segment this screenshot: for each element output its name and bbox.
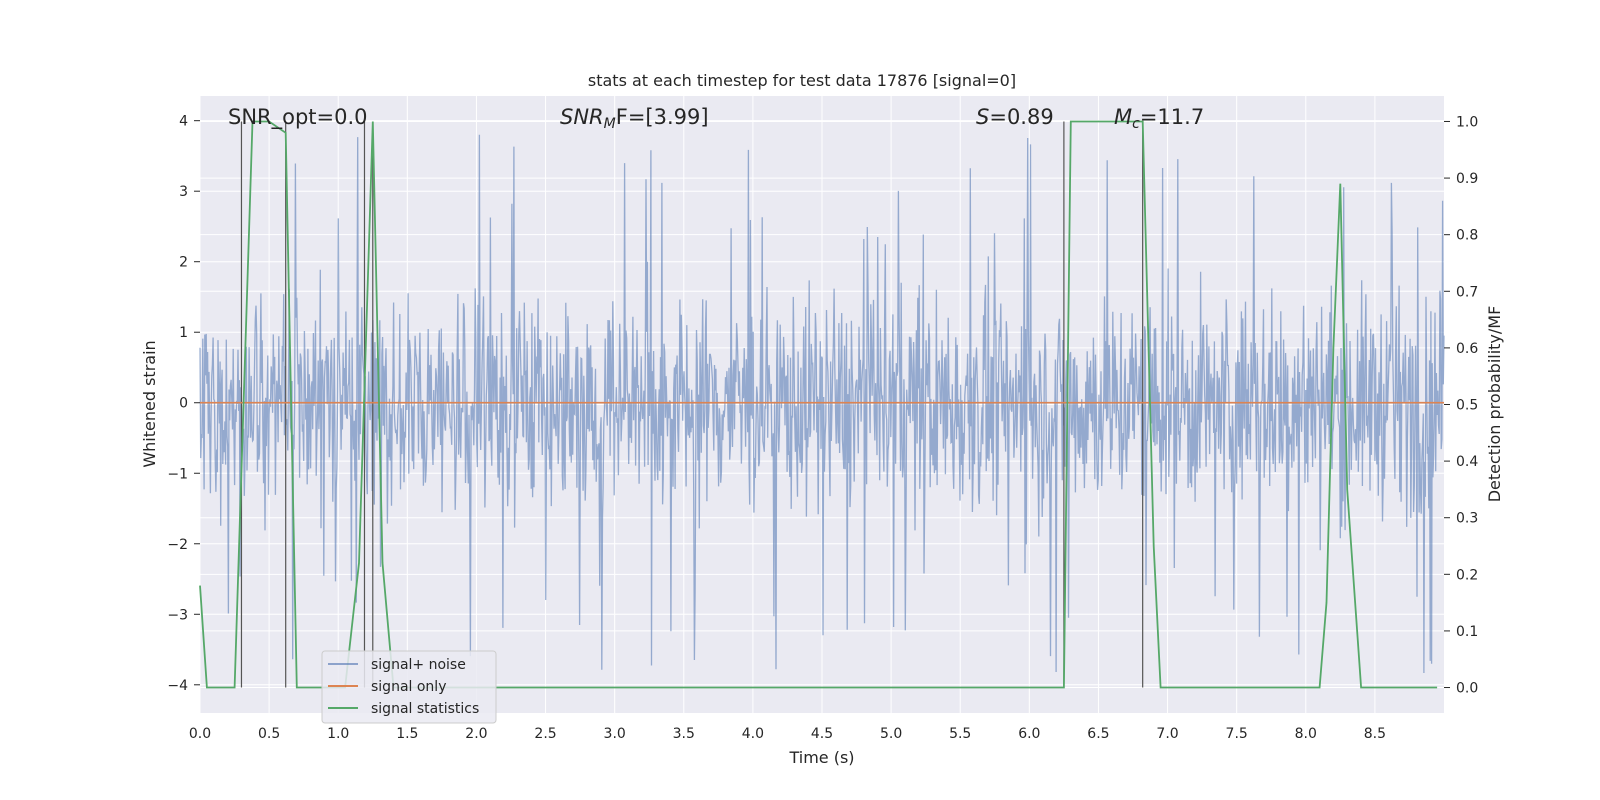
y2-tick-label: 0.0 bbox=[1456, 681, 1478, 697]
y2-axis-label: Detection probability/MF bbox=[1485, 306, 1504, 503]
y2-tick-label: 0.8 bbox=[1456, 228, 1478, 244]
y-tick-label: 4 bbox=[179, 114, 188, 130]
x-axis-label: Time (s) bbox=[788, 748, 854, 767]
x-tick-label: 7.5 bbox=[1226, 726, 1248, 742]
chart-title: stats at each timestep for test data 178… bbox=[588, 71, 1016, 90]
y-tick-label: −1 bbox=[167, 466, 188, 482]
y2-tick-label: 0.1 bbox=[1456, 624, 1478, 640]
annotation-snr-mf: SNRMF=[3.99] bbox=[560, 105, 709, 132]
x-tick-label: 4.5 bbox=[811, 726, 833, 742]
legend-item-statistics: signal statistics bbox=[371, 701, 479, 717]
x-tick-label: 6.5 bbox=[1087, 726, 1109, 742]
legend-box bbox=[321, 650, 497, 724]
x-tick-label: 6.0 bbox=[1018, 726, 1040, 742]
annotation-s-suffix: =0.89 bbox=[989, 105, 1053, 129]
legend-item-signal: signal only bbox=[371, 679, 446, 695]
legend-item-noise: signal+ noise bbox=[371, 657, 466, 673]
x-tick-label: 1.5 bbox=[396, 726, 418, 742]
y-axis-label: Whitened strain bbox=[140, 340, 159, 467]
y2-tick-label: 0.5 bbox=[1456, 398, 1478, 414]
annotation-snr-mf-sub: M bbox=[604, 116, 616, 132]
legend: signal+ noise signal only signal statist… bbox=[321, 650, 497, 724]
x-tick-label: 3.0 bbox=[604, 726, 626, 742]
annotation-snr-opt: SNR_opt=0.0 bbox=[228, 105, 368, 130]
plot-area bbox=[199, 96, 1445, 713]
y2-tick-label: 1.0 bbox=[1456, 114, 1478, 130]
x-tick-label: 2.0 bbox=[465, 726, 487, 742]
annotation-s: S=0.89 bbox=[976, 105, 1054, 129]
y-axis-ticks: 4 3 2 1 0 −1 −2 −3 −4 bbox=[167, 114, 200, 694]
x-tick-label: 2.5 bbox=[534, 726, 556, 742]
y-tick-label: −4 bbox=[167, 678, 188, 694]
x-tick-label: 1.0 bbox=[327, 726, 349, 742]
y-tick-label: 0 bbox=[179, 396, 188, 412]
y-tick-label: 3 bbox=[179, 184, 188, 200]
y2-tick-label: 0.6 bbox=[1456, 341, 1478, 357]
y-tick-label: −3 bbox=[167, 607, 188, 623]
x-axis-ticks: 0.0 0.5 1.0 1.5 2.0 2.5 3.0 3.5 4.0 4.5 5.0 5.5 6.0 6… bbox=[189, 726, 1386, 742]
statistics-line bbox=[199, 120, 1438, 689]
y-tick-label: −2 bbox=[167, 537, 188, 553]
x-tick-label: 8.5 bbox=[1364, 726, 1386, 742]
x-tick-label: 4.0 bbox=[742, 726, 764, 742]
x-tick-label: 8.0 bbox=[1295, 726, 1317, 742]
x-tick-label: 0.0 bbox=[189, 726, 211, 742]
x-tick-label: 5.0 bbox=[880, 726, 902, 742]
y2-axis-ticks: 1.0 0.9 0.8 0.7 0.6 0.5 0.4 0.3 0.2 0.1 0.0 bbox=[1444, 114, 1478, 697]
x-tick-label: 0.5 bbox=[258, 726, 280, 742]
x-tick-label: 7.0 bbox=[1156, 726, 1178, 742]
y2-tick-label: 0.2 bbox=[1456, 567, 1478, 583]
annotation-mc: Mc=11.7 bbox=[1114, 105, 1204, 132]
annotation-mc-sub: c bbox=[1132, 116, 1140, 132]
series-signal-noise bbox=[199, 134, 1445, 674]
annotation-snr-mf-suffix: F=[3.99] bbox=[616, 105, 709, 129]
series-signal-statistics bbox=[199, 120, 1438, 689]
annotation-s-prefix: S bbox=[976, 105, 989, 129]
x-tick-label: 5.5 bbox=[949, 726, 971, 742]
y-tick-label: 2 bbox=[179, 255, 188, 271]
annotation-snr-mf-prefix: SNR bbox=[560, 105, 604, 129]
noise-line bbox=[199, 134, 1445, 674]
x-tick-label: 3.5 bbox=[673, 726, 695, 742]
y2-tick-label: 0.3 bbox=[1456, 511, 1478, 527]
annotations: SNR_opt=0.0 SNRMF=[3.99] S=0.89 Mc=11.7 bbox=[228, 105, 1204, 132]
annotation-mc-suffix: =11.7 bbox=[1140, 105, 1204, 129]
y2-tick-label: 0.7 bbox=[1456, 284, 1478, 300]
y2-tick-label: 0.9 bbox=[1456, 171, 1478, 187]
y2-tick-label: 0.4 bbox=[1456, 454, 1478, 470]
annotation-mc-prefix: M bbox=[1114, 105, 1132, 129]
y-tick-label: 1 bbox=[179, 325, 188, 341]
